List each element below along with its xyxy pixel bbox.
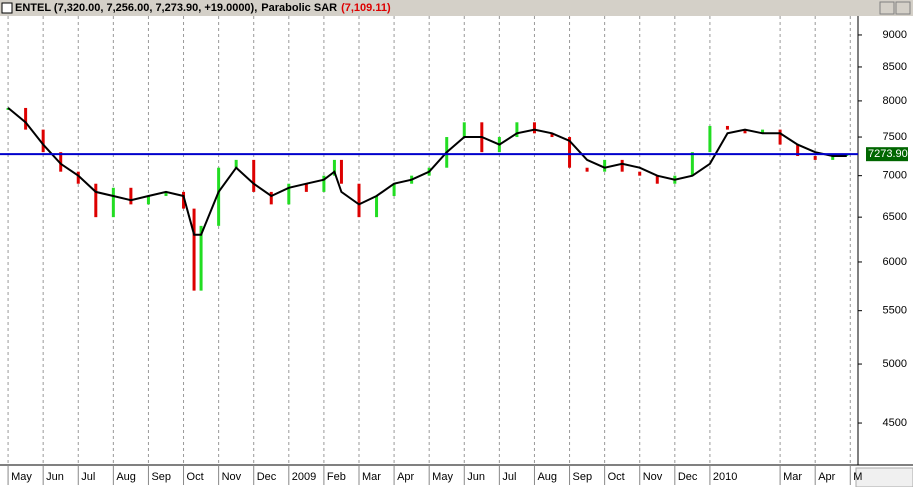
x-tick-label: M (853, 471, 862, 483)
x-tick-label: May (432, 471, 453, 483)
x-tick-label: 2010 (713, 471, 737, 483)
y-tick-label: 5500 (883, 305, 907, 317)
y-tick-label: 4500 (883, 417, 907, 429)
y-tick-label: 6500 (883, 211, 907, 223)
y-tick-label: 6000 (883, 256, 907, 268)
x-tick-label: Jun (467, 471, 485, 483)
last-price-box (866, 147, 908, 162)
x-tick-label: Feb (327, 471, 346, 483)
title-bar (0, 0, 913, 16)
x-tick-label: Sep (151, 471, 171, 483)
y-tick-label: 7000 (883, 170, 907, 182)
x-tick-label: Dec (678, 471, 698, 483)
x-tick-label: Oct (187, 471, 204, 483)
x-tick-label: Dec (257, 471, 277, 483)
x-tick-label: Oct (608, 471, 625, 483)
title-icon (1, 2, 13, 14)
x-tick-label: Jul (502, 471, 516, 483)
x-tick-label: Aug (537, 471, 557, 483)
restore-button[interactable] (879, 1, 895, 15)
x-tick-label: Apr (397, 471, 414, 483)
y-tick-label: 8500 (883, 61, 907, 73)
indicator-name: Parabolic SAR (261, 2, 337, 14)
x-tick-label: Mar (362, 471, 381, 483)
x-tick-label: Aug (116, 471, 136, 483)
last-price-label: 7273.90 (868, 148, 908, 160)
x-tick-label: 2009 (292, 471, 316, 483)
x-tick-label: Nov (222, 471, 242, 483)
y-tick-label: 5000 (883, 358, 907, 370)
y-tick-label: 7500 (883, 131, 907, 143)
x-tick-label: Jun (46, 471, 64, 483)
moving-average-line (7, 107, 847, 236)
x-tick-label: Apr (818, 471, 835, 483)
x-tick-label: Mar (783, 471, 802, 483)
x-tick-label: Sep (573, 471, 593, 483)
close-button[interactable] (895, 1, 911, 15)
y-tick-label: 9000 (883, 29, 907, 41)
x-tick-label: May (11, 471, 32, 483)
scrollbar[interactable] (855, 467, 913, 488)
x-tick-label: Jul (81, 471, 95, 483)
chart-title: ENTEL (7,320.00, 7,256.00, 7,273.90, +19… (15, 2, 257, 14)
x-tick-label: Nov (643, 471, 663, 483)
y-tick-label: 8000 (883, 95, 907, 107)
indicator-value: (7,109.11) (341, 2, 391, 14)
